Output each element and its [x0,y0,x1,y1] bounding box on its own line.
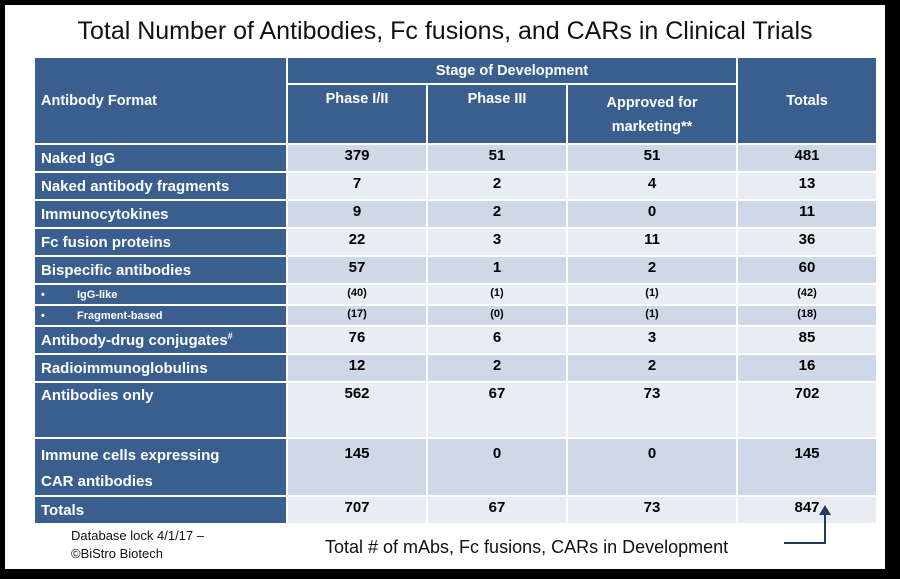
table-row: Naked antibody fragments 7 2 4 13 [35,172,879,201]
cell-approved: 0 [567,438,739,497]
header-phase-1-2: Phase I/II [287,84,428,145]
cell-phase-1-2: 379 [287,144,428,173]
header-totals: Totals [737,58,879,145]
database-lock-note: Database lock 4/1/17 – ©BiStro Biotech [71,527,204,563]
cell-phase-3: 2 [427,172,568,201]
cell-phase-3: 6 [427,326,568,355]
cell-totals: 11 [737,200,879,229]
table-row: • Fragment-based (17) (0) (1) (18) [35,305,879,327]
cell-approved: 11 [567,228,739,257]
row-label: • IgG-like [35,284,288,306]
cell-phase-1-2: 707 [287,496,428,525]
cell-phase-1-2: 76 [287,326,428,355]
cell-totals: 481 [737,144,879,173]
cell-phase-1-2: 22 [287,228,428,257]
cell-approved: 3 [567,326,739,355]
database-lock-text: Database lock 4/1/17 – [71,528,204,543]
row-label: Totals [35,496,288,525]
cell-totals: 36 [737,228,879,257]
row-label: Immunocytokines [35,200,288,229]
cell-totals: 60 [737,256,879,285]
table-row: Antibody-drug conjugates# 76 6 3 85 [35,326,879,355]
header-antibody-format: Antibody Format [35,58,288,145]
cell-approved: 51 [567,144,739,173]
row-label: Naked antibody fragments [35,172,288,201]
cell-phase-1-2: 9 [287,200,428,229]
table-row: Bispecific antibodies 57 1 2 60 [35,256,879,285]
header-stage-of-development: Stage of Development [287,58,739,85]
cell-approved: 2 [567,256,739,285]
cell-approved: 0 [567,200,739,229]
cell-phase-3: 2 [427,200,568,229]
slide: Total Number of Antibodies, Fc fusions, … [5,5,885,569]
cell-phase-3: (1) [427,284,568,306]
cell-phase-1-2: (40) [287,284,428,306]
row-label: Naked IgG [35,144,288,173]
table-row: • IgG-like (40) (1) (1) (42) [35,284,879,306]
table-row: Immunocytokines 9 2 0 11 [35,200,879,229]
cell-phase-1-2: 12 [287,354,428,383]
cell-totals: 85 [737,326,879,355]
cell-approved: 73 [567,382,739,439]
cell-phase-3: 3 [427,228,568,257]
cell-phase-3: 2 [427,354,568,383]
antibody-table: Antibody Format Stage of Development Tot… [35,58,879,525]
arrow-up-icon [784,505,831,544]
cell-phase-3: (0) [427,305,568,327]
table-row: Radioimmunoglobulins 12 2 2 16 [35,354,879,383]
cell-approved: 2 [567,354,739,383]
header-approved: Approved for marketing** [567,84,739,145]
cell-totals: (42) [737,284,879,306]
cell-totals: 13 [737,172,879,201]
hash-footnote-marker: # [227,331,233,341]
row-label: • Fragment-based [35,305,288,327]
cell-approved: (1) [567,305,739,327]
row-label: Radioimmunoglobulins [35,354,288,383]
cell-phase-3: 51 [427,144,568,173]
bullet-icon: • [41,288,45,301]
total-development-note: Total # of mAbs, Fc fusions, CARs in Dev… [325,537,729,557]
bullet-icon: • [41,309,45,322]
header-phase-3: Phase III [427,84,568,145]
cell-phase-1-2: 57 [287,256,428,285]
copyright-text: ©BiStro Biotech [71,546,163,561]
table-row: Antibodies only 562 67 73 702 [35,382,879,439]
cell-totals: 145 [737,438,879,497]
cell-phase-1-2: 7 [287,172,428,201]
table-row: Naked IgG 379 51 51 481 [35,144,879,173]
row-label: Immune cells expressing CAR antibodies [35,438,288,497]
cell-phase-1-2: 145 [287,438,428,497]
cell-phase-1-2: (17) [287,305,428,327]
cell-totals: 16 [737,354,879,383]
cell-approved: 4 [567,172,739,201]
cell-phase-1-2: 562 [287,382,428,439]
cell-phase-3: 0 [427,438,568,497]
table-row: Fc fusion proteins 22 3 11 36 [35,228,879,257]
row-label: Fc fusion proteins [35,228,288,257]
row-label: Antibody-drug conjugates# [35,326,288,355]
table-row: Immune cells expressing CAR antibodies 1… [35,438,879,497]
row-label: Antibodies only [35,382,288,439]
page-title: Total Number of Antibodies, Fc fusions, … [77,17,813,45]
cell-totals: 702 [737,382,879,439]
cell-approved: (1) [567,284,739,306]
cell-phase-3: 1 [427,256,568,285]
cell-phase-3: 67 [427,382,568,439]
cell-totals: (18) [737,305,879,327]
cell-approved: 73 [567,496,739,525]
row-label: Bispecific antibodies [35,256,288,285]
cell-phase-3: 67 [427,496,568,525]
table-row: Totals 707 67 73 847 [35,496,879,525]
cell-totals: 847 [737,496,879,525]
